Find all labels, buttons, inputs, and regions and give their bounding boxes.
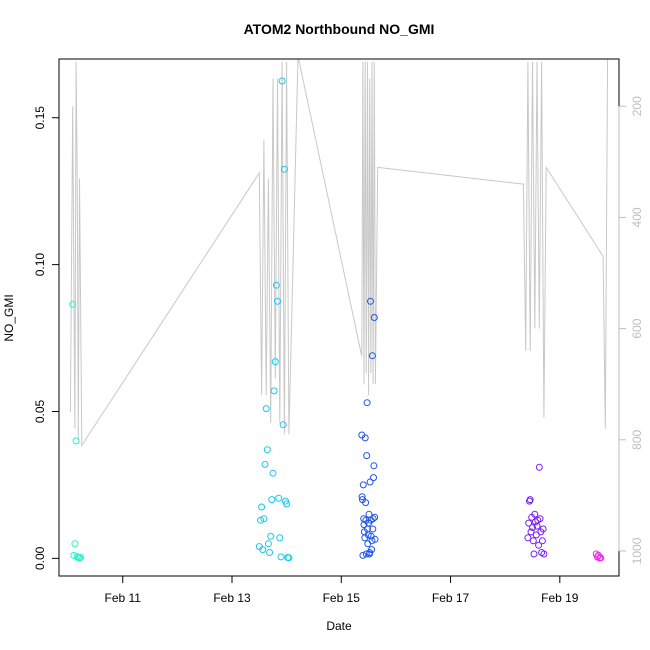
data-point [280,165,288,173]
data-point [271,358,279,366]
data-point [267,532,275,540]
y-right-tick-label: 600 [630,318,644,338]
data-point [369,515,377,523]
data-point [261,460,269,468]
data-point [367,297,374,305]
data-point [264,540,272,548]
data-point [371,535,379,543]
y-tick-label: 0.05 [33,399,47,423]
data-point [371,513,379,521]
data-point [370,462,378,470]
data-point [263,446,271,454]
data-point [369,525,377,533]
data-point [269,469,277,477]
data-point [363,399,371,407]
data-point [283,500,291,508]
data-point [364,540,372,548]
data-point [276,534,284,542]
y-axis: 0.00 0.05 0.10 0.15 [33,106,60,570]
data-point [539,525,547,533]
data-point [525,519,533,527]
data-point [358,493,366,501]
x-tick-label: Feb 15 [323,591,361,605]
y-tick-label: 0.10 [33,253,47,277]
data-point [278,77,286,85]
data-point [366,478,374,486]
data-point [275,494,283,502]
data-point [370,474,377,482]
data-point [72,437,80,445]
data-point [272,281,280,289]
data-point [540,550,548,558]
x-tick-label: Feb 13 [213,591,251,605]
data-point [538,537,546,545]
x-tick-label: Feb 17 [432,591,470,605]
data-point [362,550,370,558]
data-point [268,496,276,504]
data-point [69,300,77,308]
chart-title: ATOM2 Northbound NO_GMI [244,21,435,37]
data-point [71,540,79,548]
data-point [359,551,367,559]
y-tick-label: 0.15 [33,106,47,130]
y-right-tick-label: 400 [630,207,644,227]
y-axis-label: NO_GMI [2,294,16,341]
x-tick-label: Feb 11 [105,591,142,605]
data-point [361,434,369,442]
data-point [362,499,370,507]
data-point [529,524,536,531]
y-right-tick-label: 800 [630,429,644,449]
pressure-line [69,59,609,448]
data-point [536,515,544,523]
y-tick-label: 0.00 [33,546,47,570]
data-point [279,421,287,429]
data-point [262,405,270,413]
data-point [258,503,266,511]
data-point [359,481,367,489]
y-right-tick-label: 200 [630,96,644,116]
data-point [274,297,281,305]
data-point [530,550,538,558]
data-point [257,516,264,524]
data-point [368,546,376,554]
data-point [360,521,368,529]
data-point [524,534,532,542]
data-point [535,541,543,549]
data-point [363,452,371,460]
x-axis: Feb 11 Feb 13 Feb 15 Feb 17 Feb 19 [105,575,579,605]
y-axis-right: 200 400 600 800 1000 [618,96,644,564]
y-right-tick-label: 1000 [630,537,644,564]
data-point [529,537,537,545]
x-tick-label: Feb 19 [541,591,579,605]
data-point [77,553,85,561]
data-point [285,554,293,562]
data-point [535,463,543,471]
data-point [259,546,267,554]
data-point [526,496,534,504]
data-point [270,387,278,395]
data-point [597,554,605,562]
data-point [260,515,268,523]
data-point [531,510,539,518]
data-point [266,549,274,556]
data-point [527,528,535,536]
data-point [277,553,285,561]
data-point [370,314,378,321]
data-point [76,554,83,562]
points-layer [69,77,605,562]
data-point [368,352,376,360]
x-axis-label: Date [326,619,352,633]
pressure-line-layer [69,59,609,448]
